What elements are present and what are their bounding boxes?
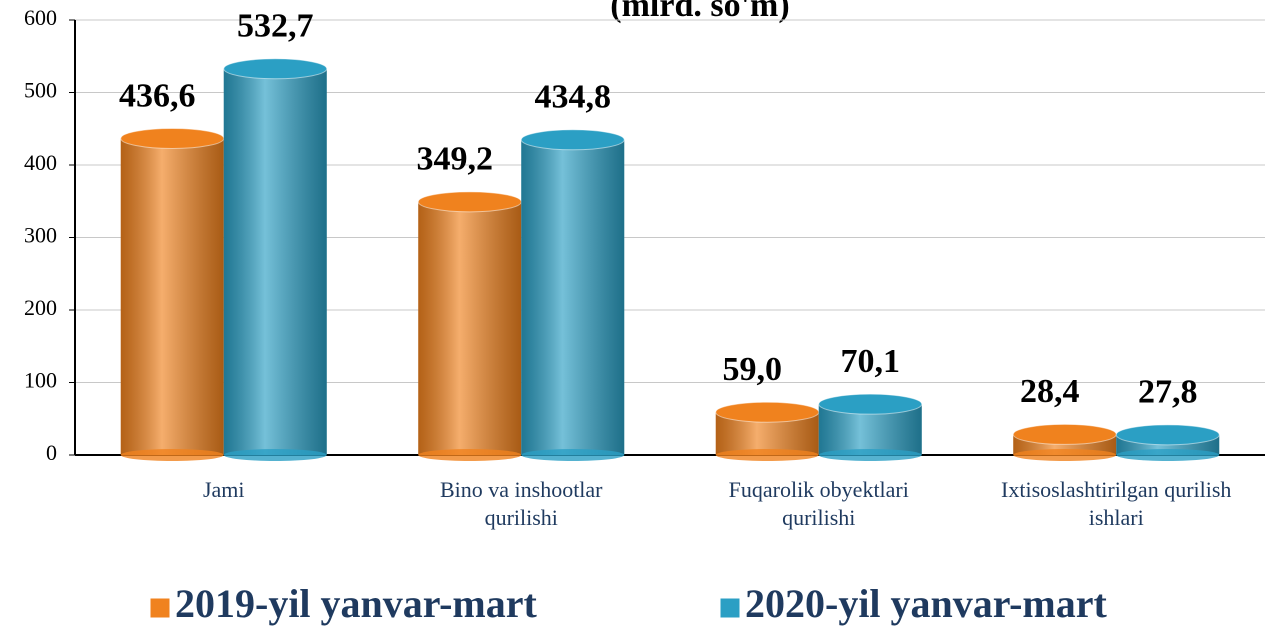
bar-base — [1013, 449, 1117, 461]
bar-cap — [1012, 423, 1117, 445]
bar-cap — [1115, 424, 1220, 446]
bar-cap — [120, 127, 225, 149]
y-tick-label: 0 — [46, 440, 57, 465]
bar-shade — [223, 68, 327, 455]
y-tick-label: 600 — [24, 5, 57, 30]
y-tick-label: 100 — [24, 368, 57, 393]
bar-base — [223, 449, 327, 461]
chart-title: (mlrd. so'm) — [610, 0, 789, 24]
y-tick-label: 200 — [24, 295, 57, 320]
legend-label: 2019-yil yanvar-mart — [175, 581, 537, 626]
bar-cap — [520, 129, 625, 151]
y-tick-label: 400 — [24, 150, 57, 175]
bar-cap — [715, 401, 820, 423]
y-tick-label: 500 — [24, 78, 57, 103]
value-label: 28,4 — [1020, 373, 1080, 410]
x-tick-label: Ixtisoslashtirilgan qurilish ishlari — [1001, 477, 1232, 530]
legend-marker — [719, 597, 741, 619]
bar-base — [818, 449, 922, 461]
bar-base — [715, 449, 819, 461]
bar-cap — [417, 191, 522, 213]
legend-marker — [149, 597, 171, 619]
x-tick-label: Jami — [202, 477, 245, 502]
y-tick-label: 300 — [24, 223, 57, 248]
legend-label: 2020-yil yanvar-mart — [745, 581, 1107, 626]
value-label: 59,0 — [723, 351, 783, 388]
bar-cap — [818, 393, 923, 415]
value-label: 27,8 — [1138, 374, 1198, 411]
value-label: 70,1 — [841, 343, 901, 380]
bar-shade — [521, 139, 625, 455]
x-tick-label: Fuqarolik obyektlari qurilishi — [728, 477, 909, 530]
bar-base — [120, 449, 224, 461]
value-label: 349,2 — [417, 141, 494, 178]
bar-shade — [418, 201, 522, 455]
value-label: 532,7 — [237, 8, 314, 45]
x-tick-label: Bino va inshootlar qurilishi — [439, 477, 603, 530]
bar-base — [521, 449, 625, 461]
bar-base — [1116, 449, 1220, 461]
value-label: 436,6 — [119, 77, 196, 114]
value-label: 434,8 — [535, 79, 612, 116]
bar-cap — [223, 58, 328, 80]
bar-shade — [120, 138, 224, 455]
bar-base — [418, 449, 522, 461]
